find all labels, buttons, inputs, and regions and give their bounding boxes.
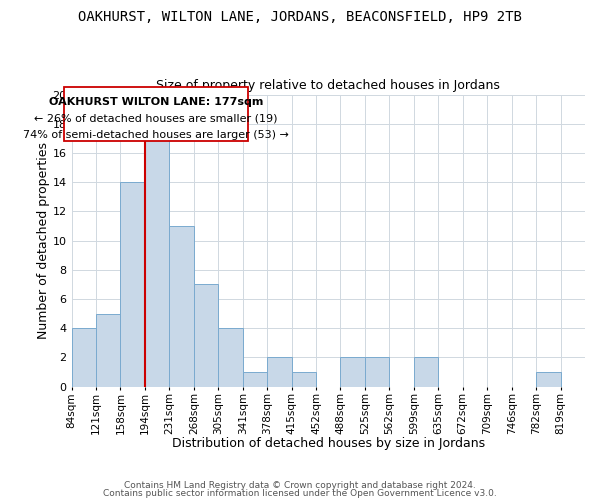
Bar	[267, 358, 292, 386]
Bar	[64, 88, 248, 142]
Bar	[121, 182, 145, 386]
Text: Contains HM Land Registry data © Crown copyright and database right 2024.: Contains HM Land Registry data © Crown c…	[124, 481, 476, 490]
Bar	[242, 372, 267, 386]
Bar	[71, 328, 96, 386]
Bar	[340, 358, 365, 386]
Bar	[194, 284, 218, 386]
Bar	[536, 372, 560, 386]
Bar	[218, 328, 242, 386]
Bar	[145, 109, 169, 386]
Y-axis label: Number of detached properties: Number of detached properties	[37, 142, 50, 339]
Bar	[96, 314, 121, 386]
Text: 74% of semi-detached houses are larger (53) →: 74% of semi-detached houses are larger (…	[23, 130, 289, 140]
Bar	[292, 372, 316, 386]
Title: Size of property relative to detached houses in Jordans: Size of property relative to detached ho…	[157, 79, 500, 92]
Text: OAKHURST, WILTON LANE, JORDANS, BEACONSFIELD, HP9 2TB: OAKHURST, WILTON LANE, JORDANS, BEACONSF…	[78, 10, 522, 24]
Text: ← 26% of detached houses are smaller (19): ← 26% of detached houses are smaller (19…	[34, 114, 278, 124]
Bar	[169, 226, 194, 386]
Text: Contains public sector information licensed under the Open Government Licence v3: Contains public sector information licen…	[103, 488, 497, 498]
Bar	[414, 358, 438, 386]
Text: OAKHURST WILTON LANE: 177sqm: OAKHURST WILTON LANE: 177sqm	[49, 98, 263, 108]
X-axis label: Distribution of detached houses by size in Jordans: Distribution of detached houses by size …	[172, 437, 485, 450]
Bar	[365, 358, 389, 386]
